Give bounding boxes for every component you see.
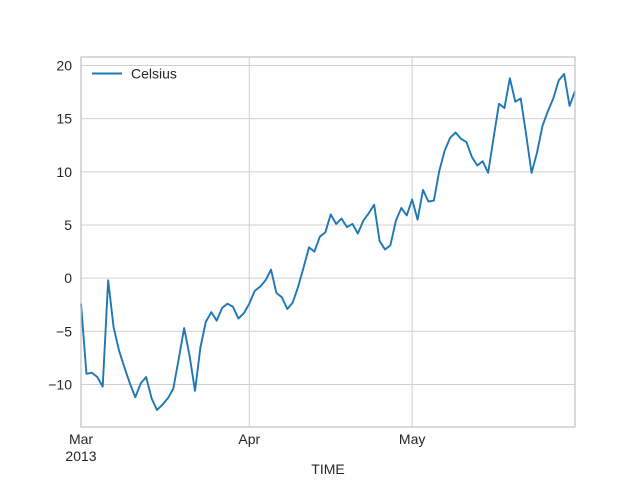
plot-area (81, 57, 575, 427)
y-tick-label: 5 (64, 217, 72, 233)
x-axis-title: TIME (311, 461, 344, 477)
x-tick-label: May (399, 431, 425, 447)
y-tick-label: −5 (56, 323, 72, 339)
legend-label: Celsius (131, 66, 177, 82)
y-tick-label: 0 (64, 270, 72, 286)
y-tick-label: −10 (48, 376, 72, 392)
y-tick-label: 20 (56, 58, 72, 74)
x-tick-year-label: 2013 (65, 448, 96, 464)
y-tick-label: 15 (56, 111, 72, 127)
celsius-line (80, 73, 576, 411)
x-tick-label: Apr (238, 431, 260, 447)
x-tick-label: Mar (69, 431, 93, 447)
y-tick-label: 10 (56, 164, 72, 180)
plot-border (80, 56, 576, 428)
